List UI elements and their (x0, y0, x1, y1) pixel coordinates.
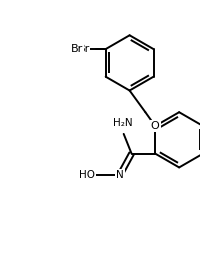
Text: H₂N: H₂N (112, 118, 132, 128)
Text: N: N (115, 170, 123, 180)
Text: Br: Br (77, 44, 89, 54)
Text: O: O (150, 121, 159, 131)
Text: HO: HO (79, 170, 95, 180)
Text: Br: Br (70, 44, 83, 54)
